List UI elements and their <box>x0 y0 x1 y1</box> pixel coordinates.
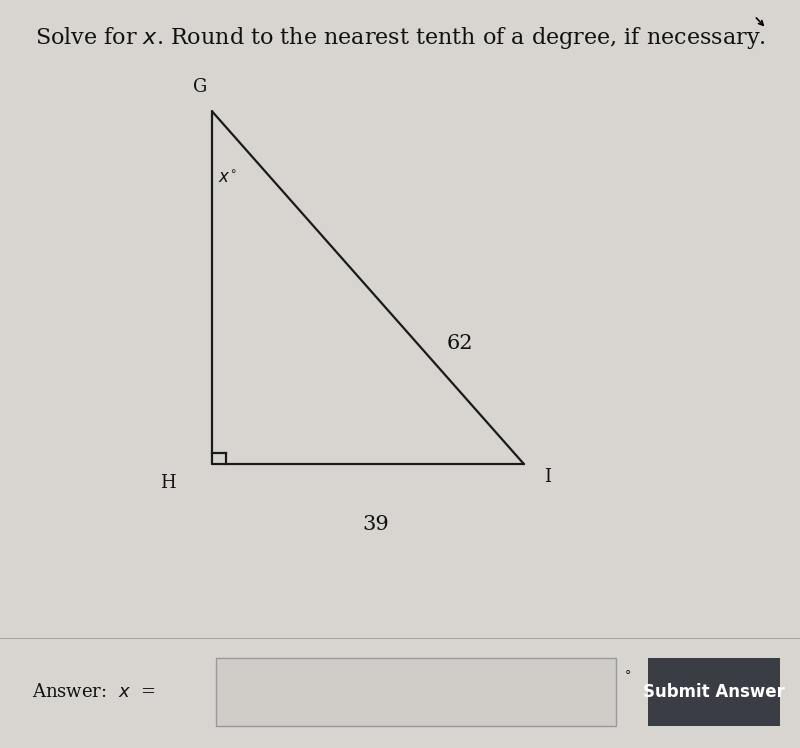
Text: 62: 62 <box>446 334 474 353</box>
Text: H: H <box>160 474 176 492</box>
Text: Solve for $x$. Round to the nearest tenth of a degree, if necessary.: Solve for $x$. Round to the nearest tent… <box>34 25 766 52</box>
Text: I: I <box>545 468 551 486</box>
Text: 39: 39 <box>362 515 390 534</box>
FancyBboxPatch shape <box>216 658 616 726</box>
Text: G: G <box>193 78 207 96</box>
Text: $x^{\circ}$: $x^{\circ}$ <box>218 170 236 186</box>
Text: Answer:  $x$  =: Answer: $x$ = <box>32 683 155 701</box>
Text: °: ° <box>625 669 631 681</box>
Text: Submit Answer: Submit Answer <box>643 683 786 701</box>
FancyBboxPatch shape <box>648 658 780 726</box>
